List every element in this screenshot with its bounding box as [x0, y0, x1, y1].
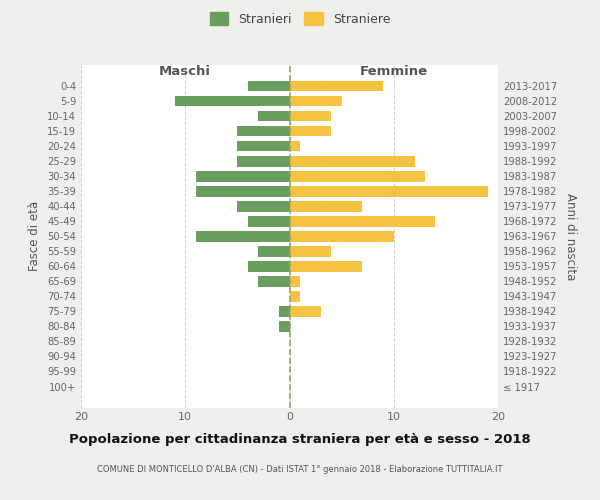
Bar: [290, 231, 394, 241]
Bar: [290, 201, 362, 211]
Bar: [238, 126, 290, 136]
Bar: [248, 261, 290, 272]
Bar: [196, 170, 290, 181]
Bar: [196, 186, 290, 196]
Bar: [290, 216, 436, 226]
Bar: [238, 140, 290, 151]
Text: Maschi: Maschi: [159, 64, 211, 78]
Bar: [290, 156, 415, 166]
Bar: [238, 201, 290, 211]
Text: Femmine: Femmine: [359, 64, 428, 78]
Bar: [290, 96, 341, 106]
Bar: [290, 276, 300, 286]
Bar: [290, 261, 362, 272]
Bar: [258, 276, 290, 286]
Text: Popolazione per cittadinanza straniera per età e sesso - 2018: Popolazione per cittadinanza straniera p…: [69, 432, 531, 446]
Bar: [290, 306, 321, 317]
Bar: [196, 231, 290, 241]
Bar: [290, 170, 425, 181]
Bar: [238, 156, 290, 166]
Bar: [290, 186, 488, 196]
Bar: [290, 126, 331, 136]
Legend: Stranieri, Straniere: Stranieri, Straniere: [205, 7, 395, 31]
Bar: [248, 216, 290, 226]
Bar: [258, 246, 290, 256]
Bar: [290, 110, 331, 122]
Bar: [290, 140, 300, 151]
Bar: [290, 80, 383, 92]
Text: COMUNE DI MONTICELLO D'ALBA (CN) - Dati ISTAT 1° gennaio 2018 - Elaborazione TUT: COMUNE DI MONTICELLO D'ALBA (CN) - Dati …: [97, 465, 503, 474]
Bar: [258, 110, 290, 122]
Bar: [290, 291, 300, 302]
Bar: [279, 306, 290, 317]
Bar: [248, 80, 290, 92]
Bar: [279, 321, 290, 332]
Y-axis label: Anni di nascita: Anni di nascita: [564, 192, 577, 280]
Bar: [290, 246, 331, 256]
Y-axis label: Fasce di età: Fasce di età: [28, 201, 41, 272]
Bar: [175, 96, 290, 106]
